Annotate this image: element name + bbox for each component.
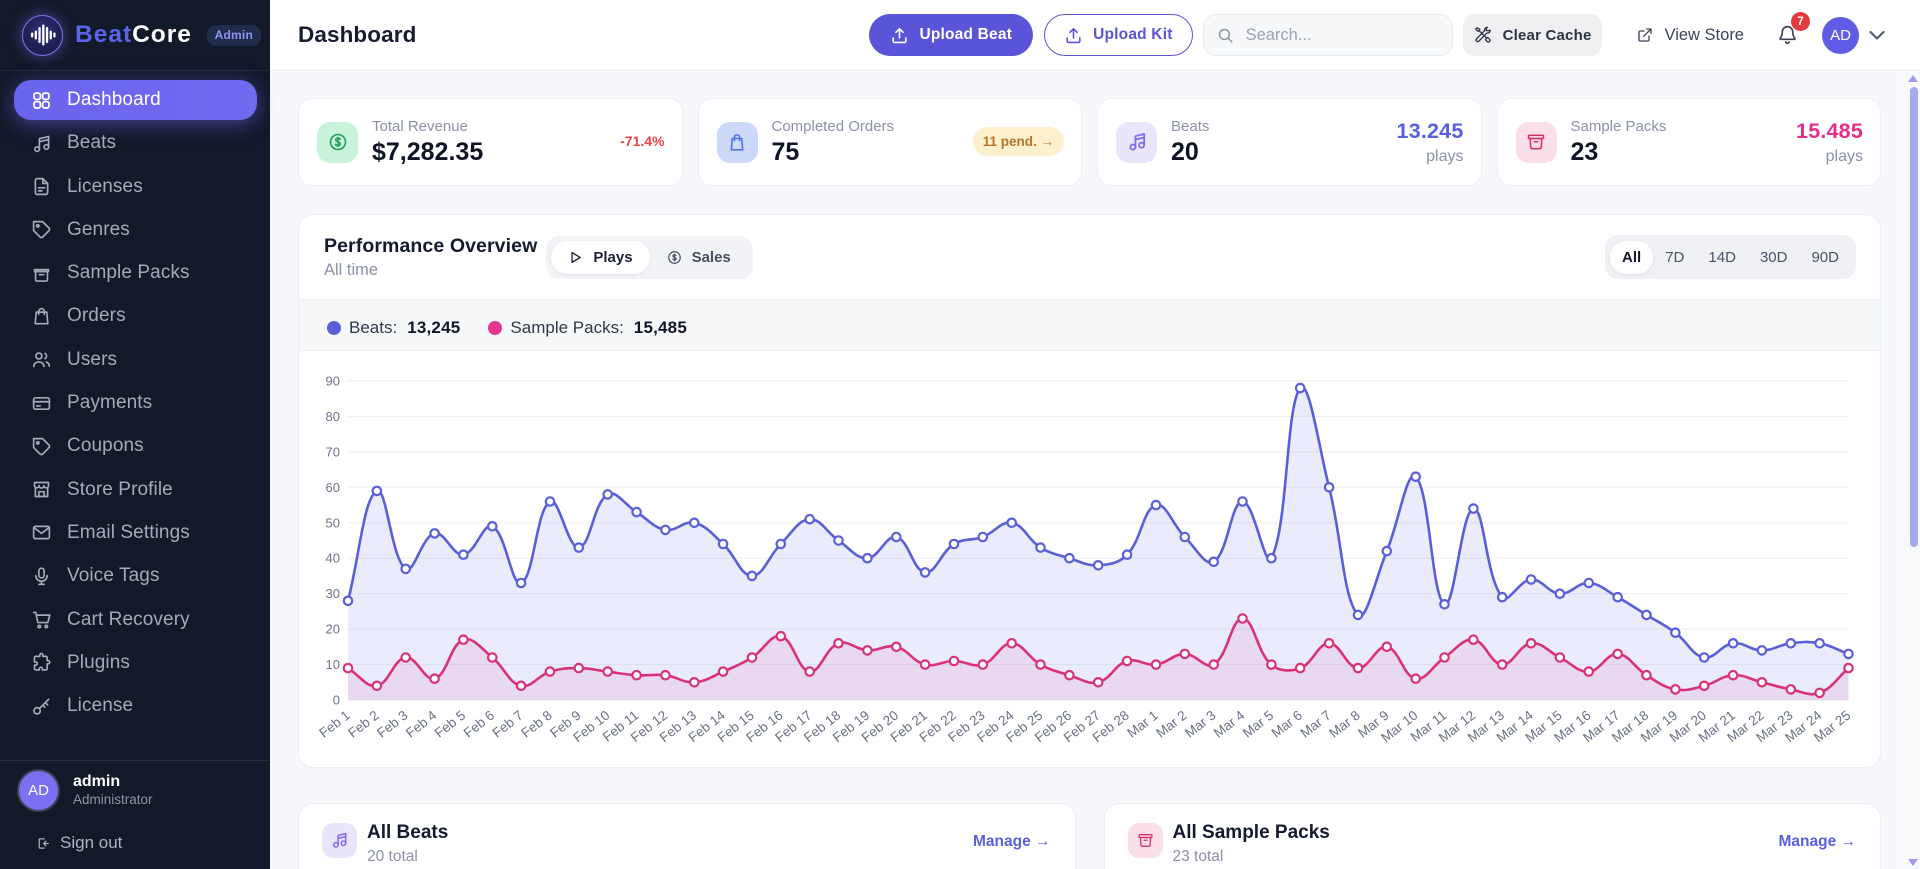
svg-text:Feb 7: Feb 7 [490,708,526,741]
svg-text:90: 90 [326,374,340,389]
svg-text:80: 80 [326,409,340,424]
svg-text:70: 70 [326,444,340,459]
svg-text:50: 50 [326,515,340,530]
svg-text:Mar 1: Mar 1 [1124,708,1160,741]
svg-text:Mar 7: Mar 7 [1298,708,1334,741]
svg-text:Feb 2: Feb 2 [345,708,381,741]
svg-text:30: 30 [326,586,340,601]
svg-text:Feb 6: Feb 6 [461,708,497,741]
svg-text:60: 60 [326,480,340,495]
svg-text:Mar 5: Mar 5 [1240,708,1276,741]
svg-text:Feb 1: Feb 1 [316,708,352,741]
svg-text:Feb 5: Feb 5 [432,708,468,741]
svg-text:Mar 6: Mar 6 [1269,708,1305,741]
svg-text:40: 40 [326,551,340,566]
svg-text:0: 0 [333,693,340,708]
svg-text:Feb 8: Feb 8 [518,708,554,741]
svg-text:Mar 8: Mar 8 [1326,708,1362,741]
svg-text:Mar 2: Mar 2 [1153,708,1189,741]
svg-text:Feb 3: Feb 3 [374,708,410,741]
svg-text:20: 20 [326,622,340,637]
svg-text:Mar 4: Mar 4 [1211,707,1248,740]
svg-text:Mar 3: Mar 3 [1182,708,1218,741]
svg-text:10: 10 [326,657,340,672]
svg-text:Feb 4: Feb 4 [403,707,440,740]
